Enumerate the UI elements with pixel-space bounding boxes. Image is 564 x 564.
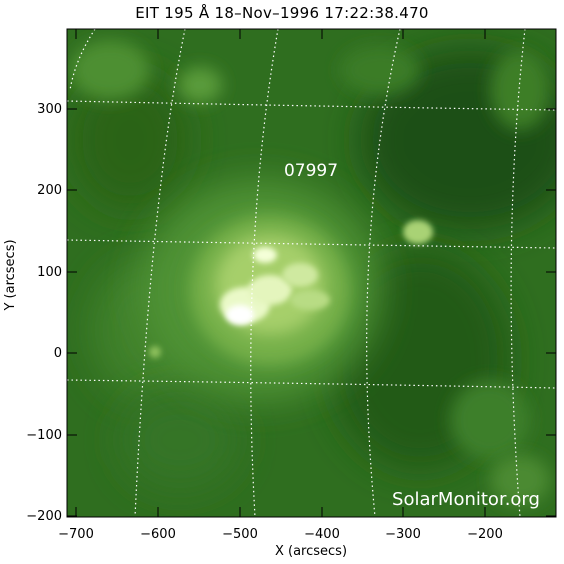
plot-frame bbox=[66, 28, 557, 518]
y-tick-label: 0 bbox=[54, 346, 62, 361]
euv-image bbox=[67, 29, 556, 517]
active-region-label: 07997 bbox=[284, 161, 338, 181]
x-tick-label: −500 bbox=[222, 527, 258, 542]
y-tick-label: 200 bbox=[37, 183, 62, 198]
y-tick-label: 300 bbox=[37, 102, 62, 117]
x-tick-label: −700 bbox=[58, 527, 94, 542]
x-tick-label: −600 bbox=[140, 527, 176, 542]
y-tick-label: 100 bbox=[37, 265, 62, 280]
y-axis-title: Y (arcsecs) bbox=[3, 239, 18, 311]
x-axis-title: X (arcsecs) bbox=[275, 544, 347, 559]
x-axis-ticks bbox=[75, 29, 486, 517]
x-tick-label: −400 bbox=[304, 527, 340, 542]
y-tick-label: −200 bbox=[26, 509, 62, 524]
x-tick-label: −300 bbox=[385, 527, 421, 542]
watermark: SolarMonitor.org bbox=[392, 489, 540, 510]
y-tick-label: −100 bbox=[26, 428, 62, 443]
y-axis-ticks bbox=[67, 108, 556, 517]
x-tick-label: −200 bbox=[467, 527, 503, 542]
heliographic-grid bbox=[67, 29, 556, 517]
image-title: EIT 195 Å 18–Nov–1996 17:22:38.470 bbox=[135, 4, 429, 22]
